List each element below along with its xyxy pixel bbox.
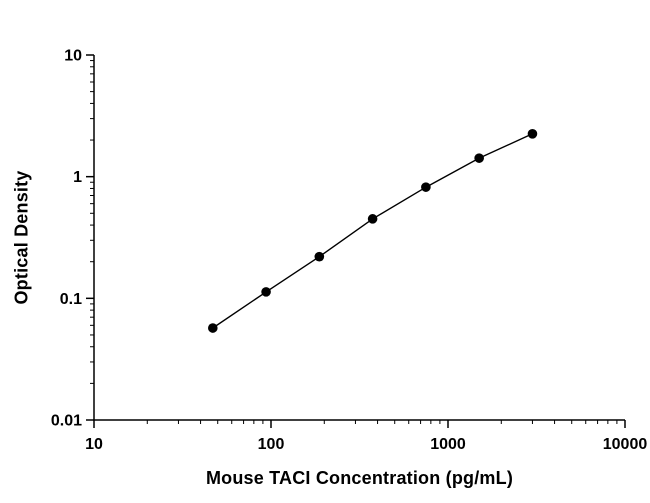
data-point [527,129,538,139]
x-tick-label: 10 [85,436,103,453]
data-point [474,153,484,163]
data-point [207,323,218,333]
y-tick-label: 0.1 [60,291,82,308]
data-point [261,287,271,297]
x-tick-label: 100 [258,436,285,453]
x-tick-label: 10000 [603,436,648,453]
standard-curve-line [212,133,533,329]
data-point [367,214,378,224]
y-tick-label: 10 [64,48,82,65]
data-point [314,251,325,262]
x-tick-label: 1000 [430,436,466,453]
y-tick-label: 1 [73,169,82,186]
data-point [421,182,431,192]
y-tick-label: 0.01 [51,413,82,430]
